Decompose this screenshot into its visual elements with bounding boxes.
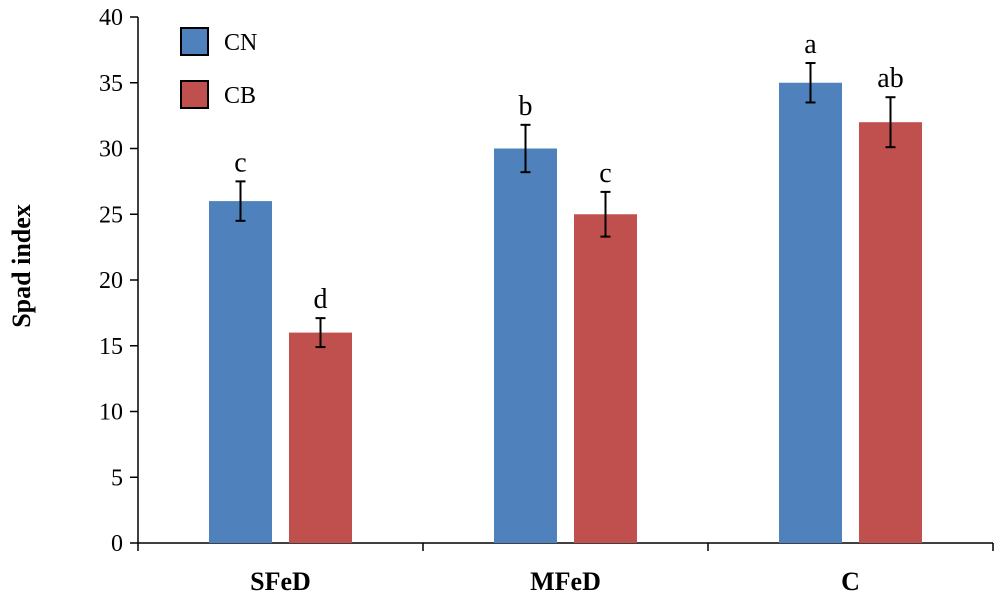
error-bar: [520, 123, 531, 174]
y-axis: 0 5 10 15 20 25 30 35 40: [99, 5, 139, 557]
bar-cb-sfed: [289, 332, 352, 543]
error-bar: [600, 190, 611, 238]
error-bar: [805, 62, 816, 104]
significance-letters: c d b c a ab: [234, 29, 903, 315]
y-tick-label: 35: [99, 71, 123, 97]
significance-letter: c: [234, 147, 246, 178]
significance-letter: ab: [877, 63, 903, 94]
significance-letter: a: [804, 29, 817, 60]
significance-letter: d: [314, 284, 328, 315]
y-tick-label: 30: [99, 137, 123, 163]
legend-label-cn: CN: [224, 30, 257, 56]
error-bar: [235, 180, 246, 222]
bars: [209, 82, 922, 543]
significance-letter: b: [519, 91, 533, 122]
bar-cb-mfed: [574, 214, 637, 543]
bar-cn-sfed: [209, 201, 272, 543]
legend-swatch-cn: [180, 27, 209, 56]
error-bar: [315, 317, 326, 349]
y-tick-label: 25: [99, 202, 123, 228]
y-tick-label: 15: [99, 334, 123, 360]
x-tick-label: C: [841, 567, 860, 596]
legend-swatch-cb: [180, 80, 209, 109]
bar-cn-c: [779, 82, 842, 543]
error-bar: [885, 96, 896, 149]
y-axis-label: Spad index: [7, 204, 36, 328]
y-tick-label: 0: [111, 531, 123, 557]
y-tick-label: 10: [99, 400, 123, 426]
x-tick-label: SFeD: [250, 567, 311, 596]
bar-cn-mfed: [494, 148, 557, 543]
y-tick-label: 5: [111, 465, 123, 491]
x-tick-label: MFeD: [530, 567, 601, 596]
y-tick-label: 20: [99, 268, 123, 294]
bar-cb-c: [859, 122, 922, 543]
x-axis: SFeD MFeD C: [137, 542, 994, 596]
legend-label-cb: CB: [224, 83, 256, 109]
legend: CN CB: [180, 27, 257, 109]
error-bars: [235, 62, 896, 349]
y-tick-label: 40: [99, 5, 123, 31]
significance-letter: c: [599, 158, 611, 189]
